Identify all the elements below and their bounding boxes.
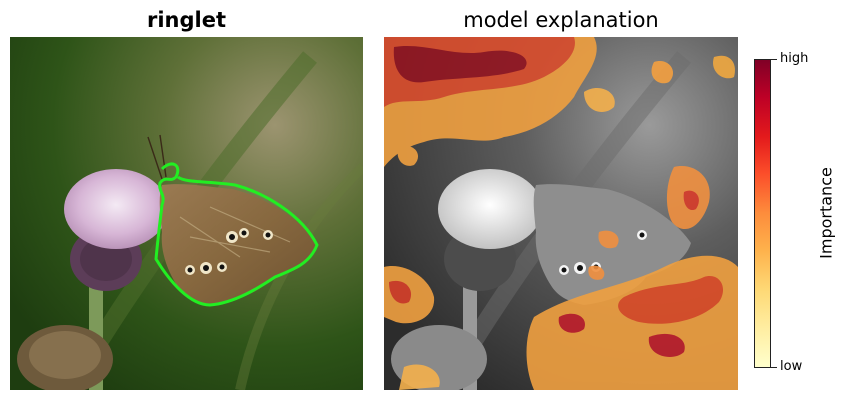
wing-eyespots	[185, 228, 273, 275]
colorbar-low-tick	[771, 367, 777, 368]
importance-overlay	[384, 37, 738, 390]
colorbar-title: Importance	[816, 167, 836, 259]
butterfly-antennae	[147, 134, 167, 180]
segmentation-outline	[154, 162, 319, 307]
left-panel-title: ringlet	[146, 8, 227, 32]
original-image-panel	[10, 37, 363, 390]
explanation-heatmap	[384, 37, 738, 390]
colorbar-high-label: high	[780, 51, 809, 66]
colorbar-low-label: low	[780, 359, 803, 374]
original-image	[10, 37, 363, 390]
explanation-image-panel	[384, 37, 738, 390]
colorbar-high-tick	[771, 59, 777, 60]
thistle-flower	[64, 169, 168, 249]
importance-colorbar	[754, 59, 771, 368]
right-panel-title: model explanation	[463, 8, 659, 32]
